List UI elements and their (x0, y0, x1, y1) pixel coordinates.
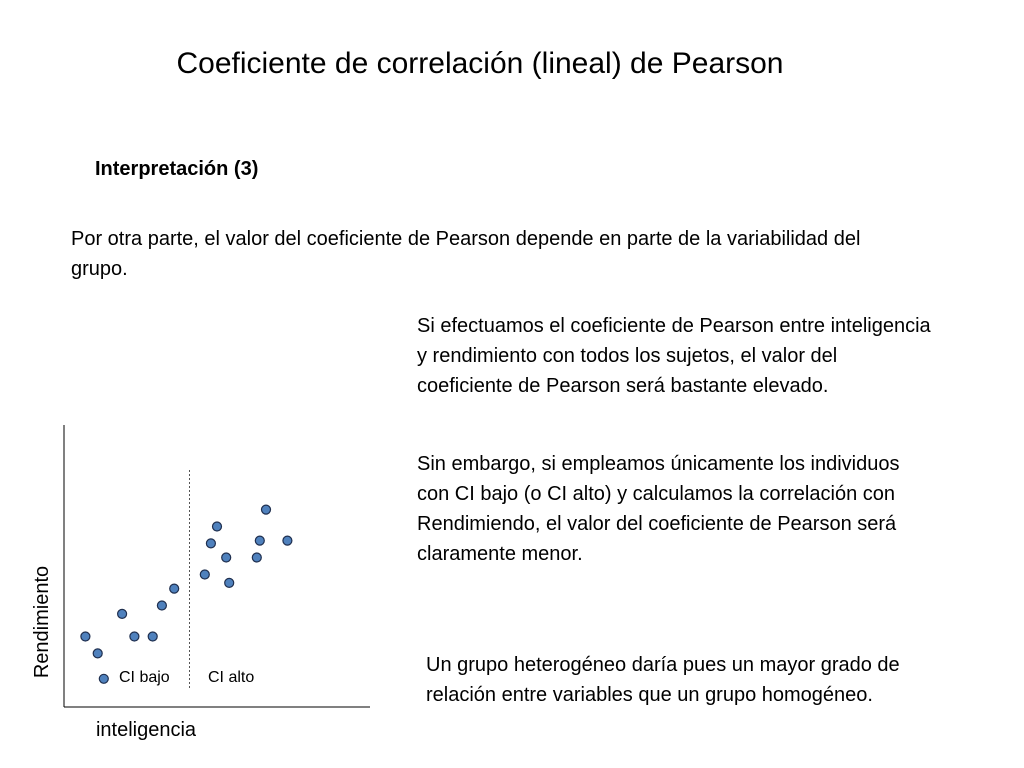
data-point (254, 535, 265, 546)
data-point (224, 577, 235, 589)
group-label-ci-bajo: CI bajo (119, 669, 170, 686)
data-point (92, 648, 103, 659)
group-label-ci-alto: CI alto (208, 669, 254, 686)
explanation-paragraph-restricted-group: Sin embargo, si empleamos únicamente los… (417, 453, 900, 565)
data-point (147, 631, 158, 642)
page-title: Coeficiente de correlación (lineal) de P… (176, 47, 784, 80)
explanation-paragraph-all-subjects: Si efectuamos el coeficiente de Pearson … (417, 315, 931, 397)
data-point (199, 569, 210, 580)
data-point (221, 552, 232, 563)
conclusion-paragraph: Un grupo heterogéneo daría pues un mayor… (426, 654, 900, 706)
data-point (205, 538, 216, 549)
data-point (156, 600, 167, 611)
data-point (80, 631, 91, 642)
data-point (251, 552, 262, 563)
data-point (169, 583, 180, 594)
data-point (98, 673, 109, 684)
data-point (129, 631, 140, 642)
intro-paragraph: Por otra parte, el valor del coeficiente… (71, 228, 861, 280)
data-point (260, 504, 272, 515)
x-axis-label: inteligencia (96, 719, 197, 741)
data-point (116, 608, 128, 620)
data-point (211, 521, 223, 532)
data-point (282, 535, 293, 546)
y-axis-label: Rendimiento (31, 566, 53, 678)
section-subtitle: Interpretación (3) (95, 158, 259, 180)
